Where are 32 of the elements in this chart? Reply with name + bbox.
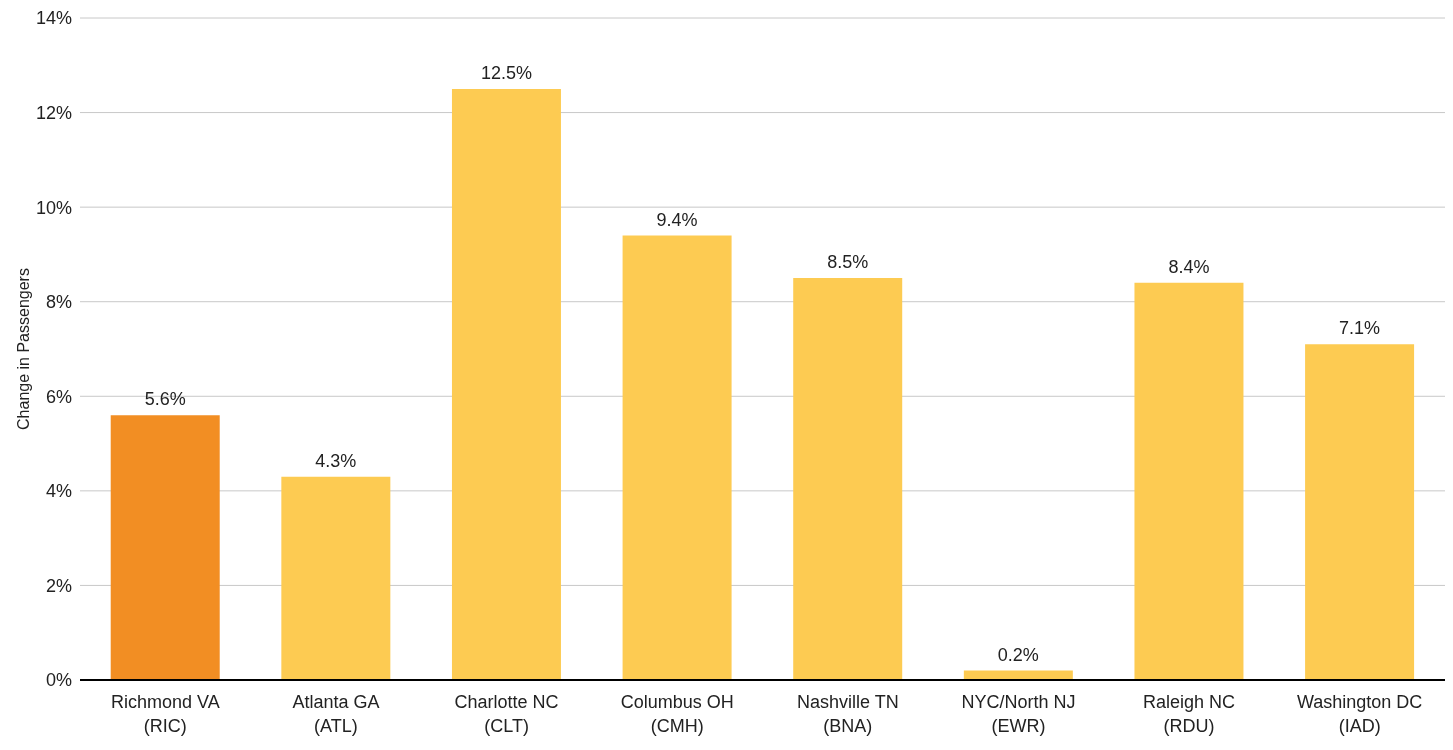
data-label: 5.6% [144, 389, 186, 410]
data-label: 12.5% [480, 62, 532, 83]
bar [110, 415, 220, 680]
x-tick-label: Washington DC (IAD) [1296, 692, 1423, 736]
y-tick-label: 6% [45, 386, 72, 407]
x-tick-label: Raleigh NC (RDU) [1143, 692, 1236, 736]
y-tick-label: 4% [45, 481, 72, 502]
y-tick-label: 8% [45, 292, 72, 313]
x-tick-label: Atlanta GA (ATL) [292, 692, 380, 736]
y-tick-label: 14% [35, 8, 72, 29]
data-label: 0.2% [997, 644, 1039, 665]
x-tick-label: NYC/North NJ (EWR) [961, 692, 1076, 736]
x-tick-label: Richmond VA (RIC) [110, 692, 220, 736]
y-tick-label: 0% [45, 670, 72, 691]
bar [451, 88, 561, 680]
bar [622, 235, 732, 680]
bar [1305, 344, 1415, 680]
x-tick-label: Nashville TN (BNA) [796, 692, 899, 736]
data-label: 8.5% [827, 252, 869, 273]
bar [1134, 282, 1244, 680]
y-tick-label: 2% [45, 575, 72, 596]
y-axis-title: Change in Passengers [14, 268, 32, 430]
bar [281, 476, 391, 680]
data-label: 7.1% [1339, 318, 1381, 339]
y-tick-label: 10% [35, 197, 72, 218]
x-tick-label: Columbus OH (CMH) [620, 692, 734, 736]
data-label: 9.4% [656, 209, 698, 230]
x-tick-label: Charlotte NC (CLT) [454, 692, 559, 736]
data-label: 4.3% [315, 450, 357, 471]
data-label: 8.4% [1168, 256, 1210, 277]
y-tick-label: 12% [35, 102, 72, 123]
bar [793, 278, 903, 680]
